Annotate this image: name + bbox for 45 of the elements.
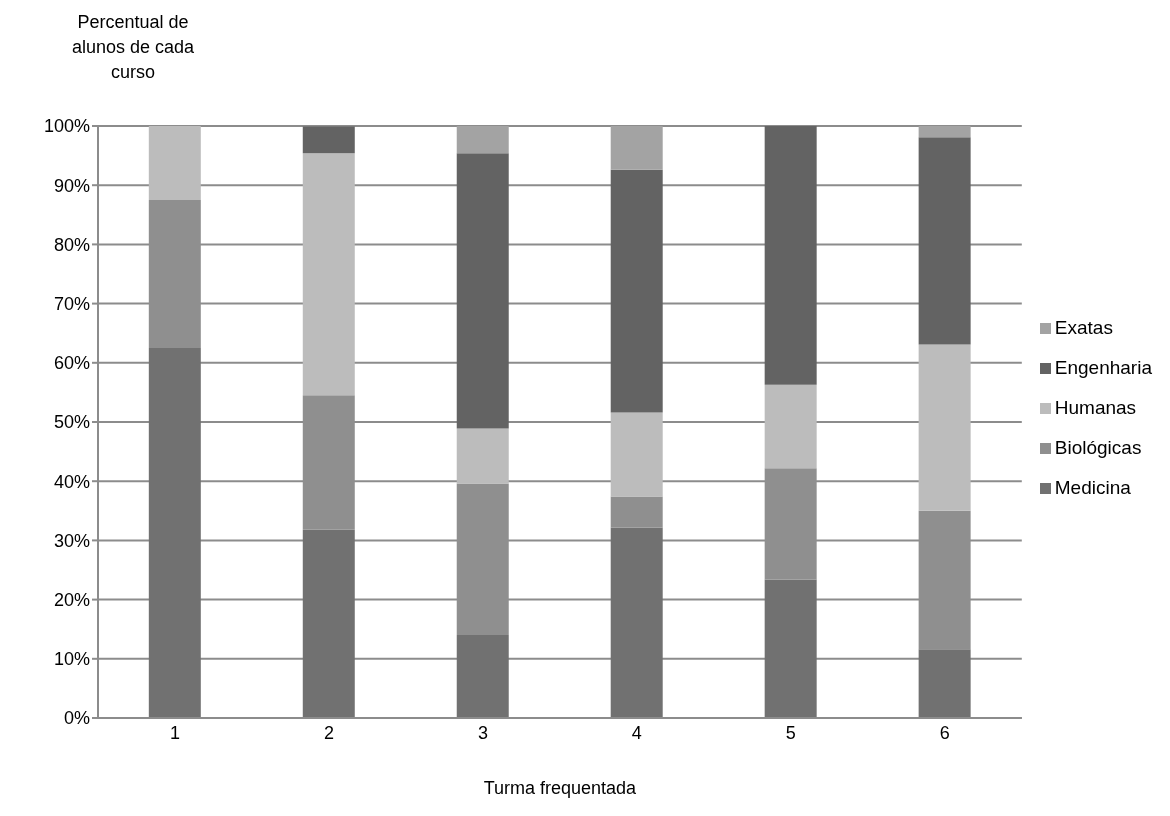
y-tick-label: 20%	[53, 589, 90, 610]
x-axis-title: Turma frequentada	[483, 778, 638, 798]
legend-label: Exatas	[1054, 317, 1113, 339]
bar	[610, 412, 663, 497]
bar	[302, 153, 355, 396]
legend-label: Biológicas	[1054, 437, 1142, 459]
x-tick-label: 1	[169, 722, 180, 743]
bar	[302, 126, 355, 154]
y-tick-label: 100%	[43, 116, 90, 137]
bar	[610, 169, 663, 413]
y-tick-label: 10%	[53, 649, 90, 670]
bar	[456, 428, 509, 484]
bar	[148, 348, 201, 718]
bar	[918, 137, 971, 345]
x-tick-label: 2	[323, 722, 334, 743]
y-axis-title: Percentual de alunos de cada curso	[70, 11, 196, 84]
x-tick-label: 6	[939, 722, 950, 743]
x-tick-label: 4	[631, 722, 642, 743]
y-tick-label: 60%	[53, 353, 90, 374]
bar	[610, 126, 663, 170]
bar	[456, 635, 509, 718]
bar	[764, 579, 817, 718]
bar	[456, 126, 509, 154]
y-tick-label: 90%	[53, 175, 90, 196]
bar	[148, 126, 201, 200]
bar	[302, 529, 355, 718]
bar	[918, 649, 971, 718]
y-tick-label: 50%	[53, 412, 90, 433]
legend-label: Engenharia	[1054, 357, 1152, 379]
bar	[610, 496, 663, 528]
bar	[610, 527, 663, 718]
bar	[764, 384, 817, 469]
y-tick-label: 0%	[63, 708, 90, 729]
bar	[918, 126, 971, 138]
bar	[456, 153, 509, 429]
y-tick-label: 70%	[53, 293, 90, 314]
legend-label: Medicina	[1054, 477, 1131, 499]
x-tick-label: 3	[477, 722, 488, 743]
bar	[764, 126, 817, 385]
legend-label: Humanas	[1054, 397, 1137, 419]
x-tick-label: 5	[785, 722, 796, 743]
y-tick-label: 40%	[53, 471, 90, 492]
y-tick-label: 30%	[53, 530, 90, 551]
y-tick-label: 80%	[53, 234, 90, 255]
bar	[918, 344, 971, 511]
